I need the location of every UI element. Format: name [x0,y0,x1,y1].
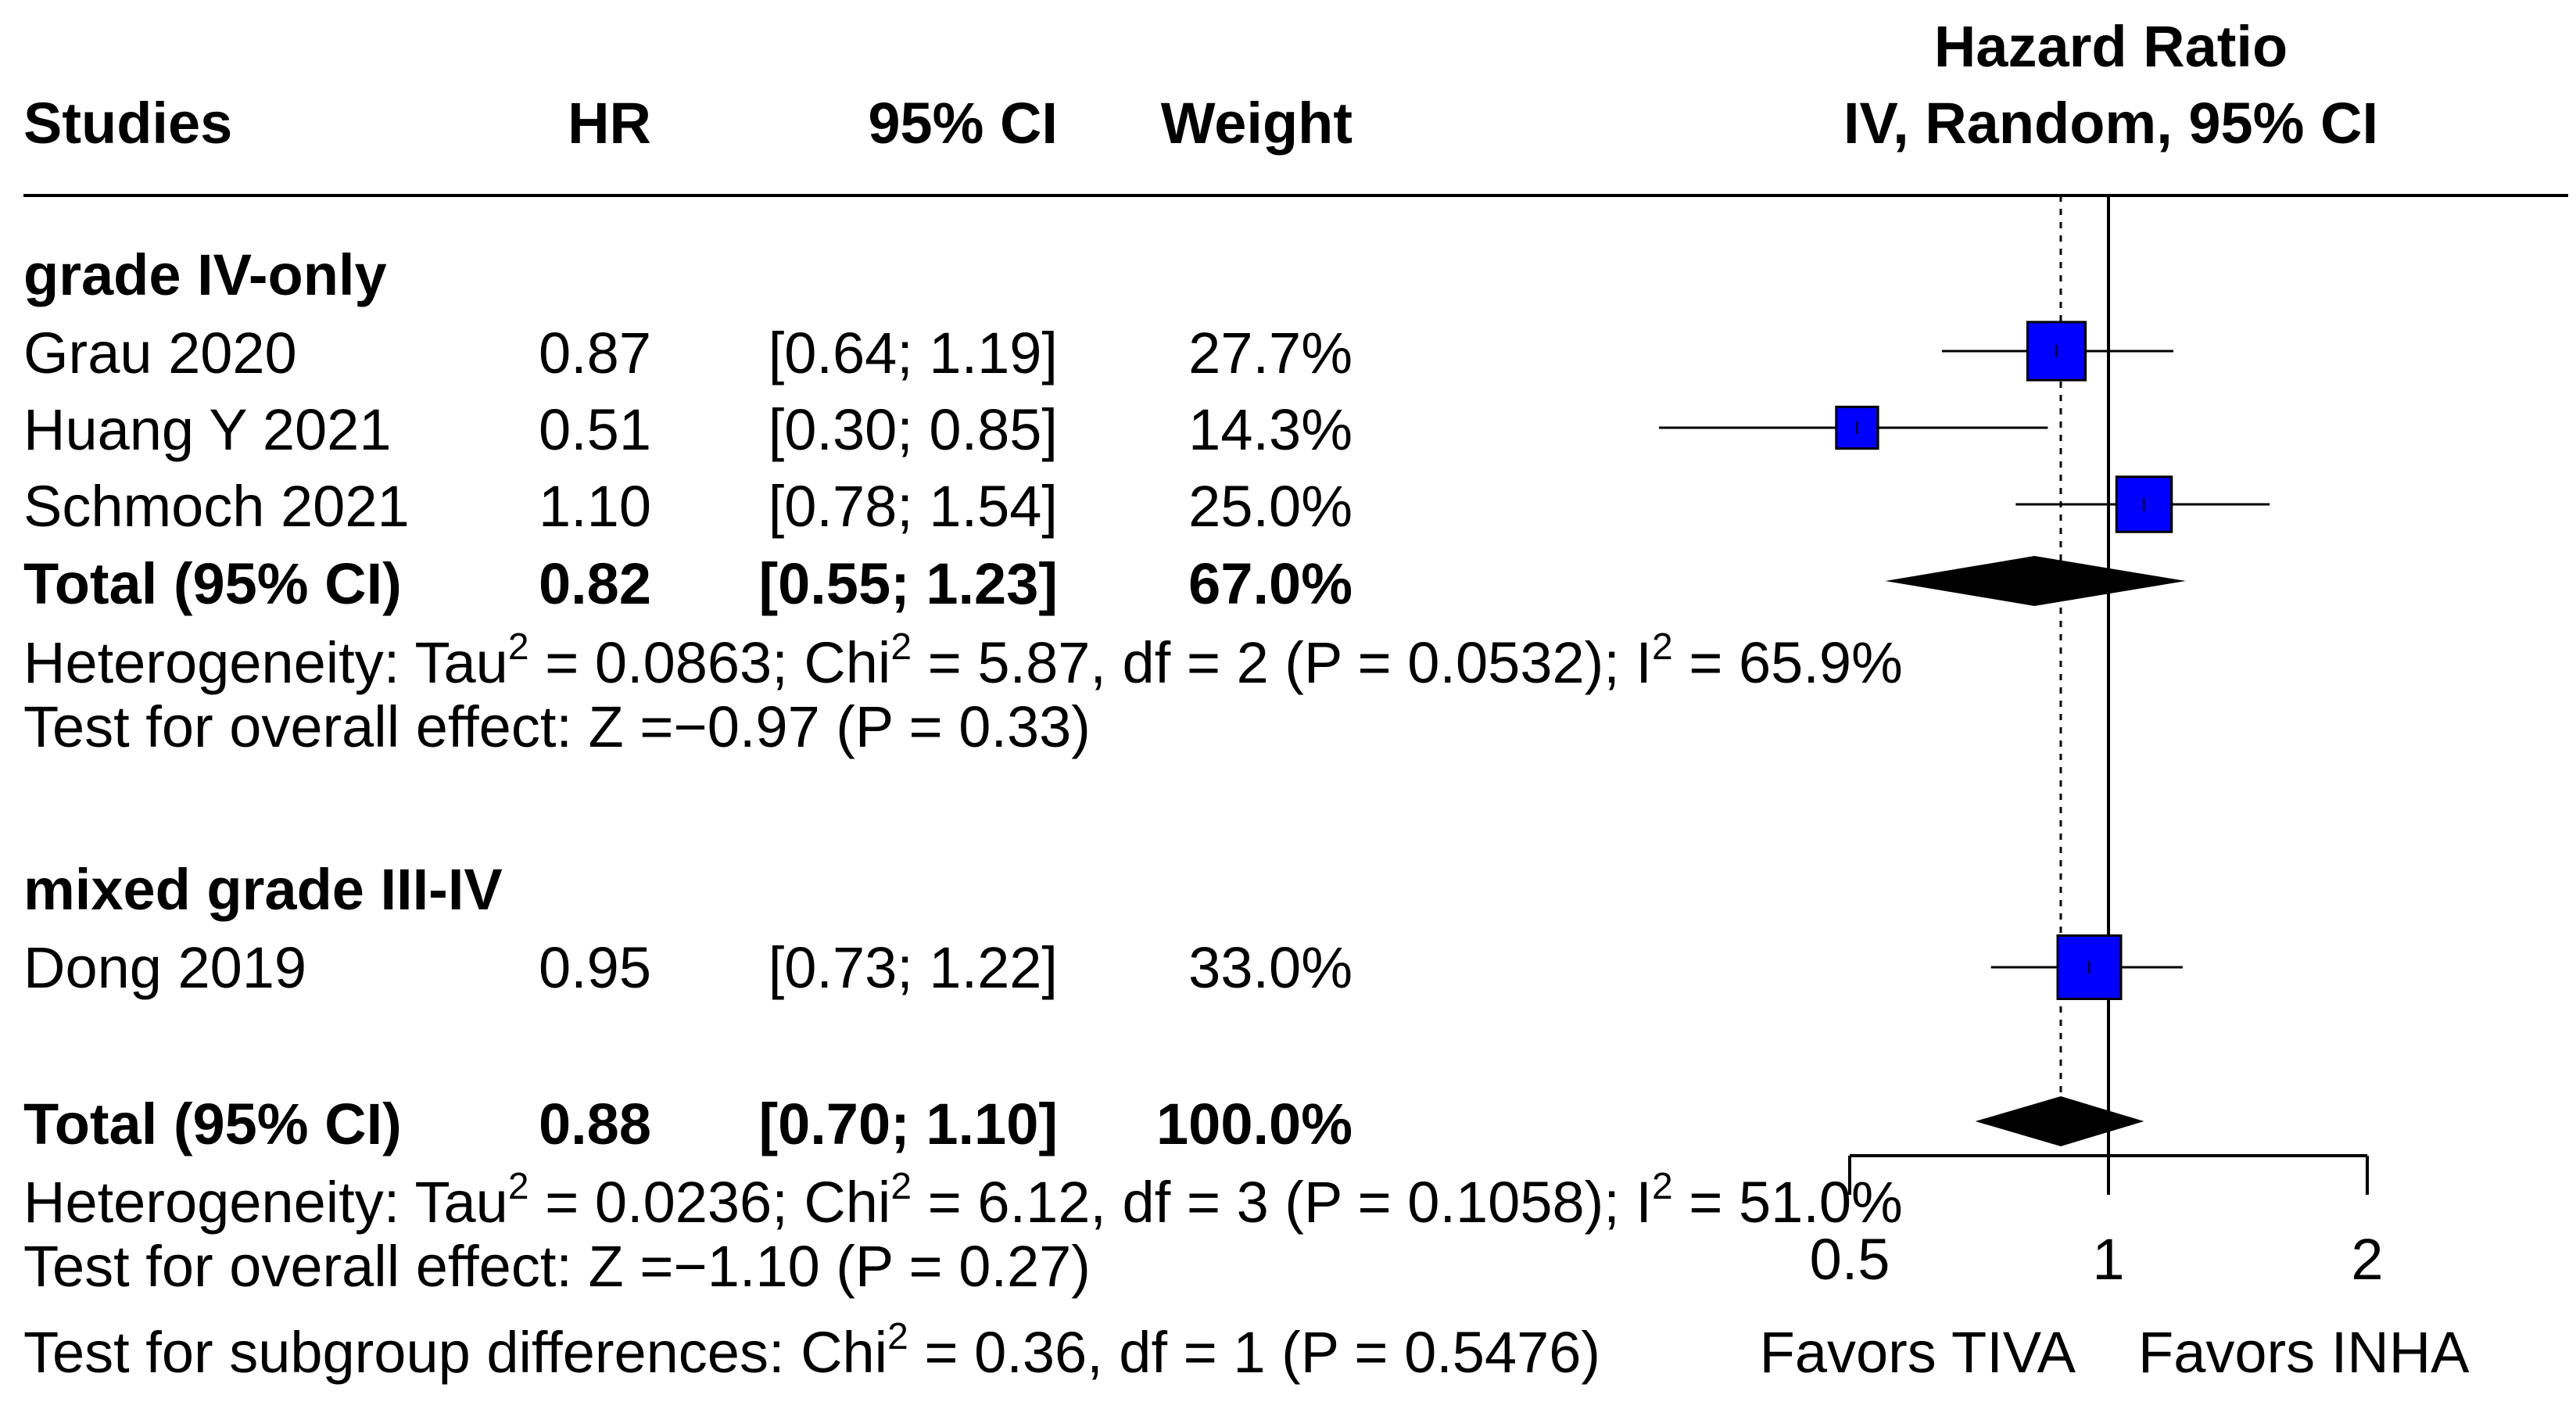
favors-left-label: Favors TIVA [1760,1320,2076,1385]
het-part: = 0.0863; Chi [529,630,891,695]
header-ci: 95% CI [868,91,1058,156]
subtotal-weight: 67.0% [1188,551,1352,616]
favors-right-label: Favors INHA [2138,1320,2470,1385]
study-hr: 1.10 [539,474,651,539]
study-name: Grau 2020 [23,321,297,385]
study-weight: 14.3% [1188,397,1352,462]
study-weight: 33.0% [1188,935,1352,1000]
het-part: = 0.0236; Chi [529,1170,891,1235]
subtotal-hr: 0.82 [539,551,651,616]
het-part: = 51.0% [1673,1170,1903,1235]
x-tick-label: 0.5 [1810,1227,1890,1292]
study-hr: 0.87 [539,321,651,385]
study-ci: [0.64; 1.19] [769,321,1058,385]
study-ci: [0.78; 1.54] [769,474,1058,539]
header-hr: HR [568,91,651,156]
subgroup-test-part: = 0.36, df = 1 (P = 0.5476) [908,1320,1600,1385]
plot-title-line2: IV, Random, 95% CI [1843,91,2378,156]
subgroup-title-1: grade IV-only [23,242,387,307]
heterogeneity-overall: Heterogeneity: Tau2 = 0.0236; Chi2 = 6.1… [23,1166,1903,1235]
study-ci: [0.30; 0.85] [769,397,1058,462]
plot-title-line1: Hazard Ratio [1934,14,2288,79]
header-studies: Studies [23,91,232,156]
overall-effect-total: Test for overall effect: Z =−1.10 (P = 0… [23,1234,1091,1299]
het-sup: 2 [890,626,912,668]
het-sup: 2 [890,1166,912,1207]
subgroup-test-sup: 2 [887,1316,908,1357]
het-prefix: Heterogeneity: Tau [23,630,508,695]
overall-total-diamond [1975,1096,2144,1146]
study-hr: 0.95 [539,935,651,1000]
plot-area: 0.5 1 2 Favors TIVA Favors INHA [1659,195,2470,1385]
study-name: Schmoch 2021 [23,474,410,539]
het-prefix: Heterogeneity: Tau [23,1170,508,1235]
het-part: = 6.12, df = 3 (P = 0.1058); I [912,1170,1652,1235]
het-sup: 2 [508,626,529,668]
total-hr: 0.88 [539,1092,651,1156]
study-hr: 0.51 [539,397,651,462]
subgroup-differences-test: Test for subgroup differences: Chi2 = 0.… [23,1316,1600,1385]
het-sup: 2 [1652,626,1673,668]
het-sup: 2 [1652,1166,1673,1207]
subgroup-total-diamond [1885,556,2186,606]
study-ci: [0.73; 1.22] [769,935,1058,1000]
x-tick-label: 2 [2351,1227,2383,1292]
study-weight: 27.7% [1188,321,1352,385]
het-part: = 65.9% [1673,630,1903,695]
heterogeneity-subgroup-1: Heterogeneity: Tau2 = 0.0863; Chi2 = 5.8… [23,626,1903,695]
study-weight: 25.0% [1188,474,1352,539]
study-name: Huang Y 2021 [23,397,392,462]
x-tick-label: 1 [2092,1227,2124,1292]
subgroup-test-prefix: Test for subgroup differences: Chi [23,1320,887,1385]
total-label: Total (95% CI) [23,1092,402,1156]
study-name: Dong 2019 [23,935,306,1000]
subtotal-ci: [0.55; 1.23] [758,551,1058,616]
overall-effect-subgroup-1: Test for overall effect: Z =−0.97 (P = 0… [23,694,1091,759]
het-sup: 2 [508,1166,529,1207]
header-weight: Weight [1161,91,1352,156]
subgroup-title-2: mixed grade III-IV [23,857,503,922]
subtotal-label: Total (95% CI) [23,551,402,616]
total-ci: [0.70; 1.10] [758,1092,1058,1156]
total-weight: 100.0% [1156,1092,1352,1156]
het-part: = 5.87, df = 2 (P = 0.0532); I [912,630,1652,695]
